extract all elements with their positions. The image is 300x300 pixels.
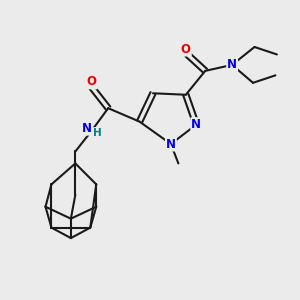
Text: N: N: [191, 118, 201, 131]
Text: H: H: [93, 128, 101, 138]
Text: N: N: [81, 122, 92, 135]
Text: O: O: [181, 43, 191, 56]
Text: N: N: [227, 58, 237, 71]
Text: N: N: [166, 137, 176, 151]
Text: O: O: [87, 75, 97, 88]
